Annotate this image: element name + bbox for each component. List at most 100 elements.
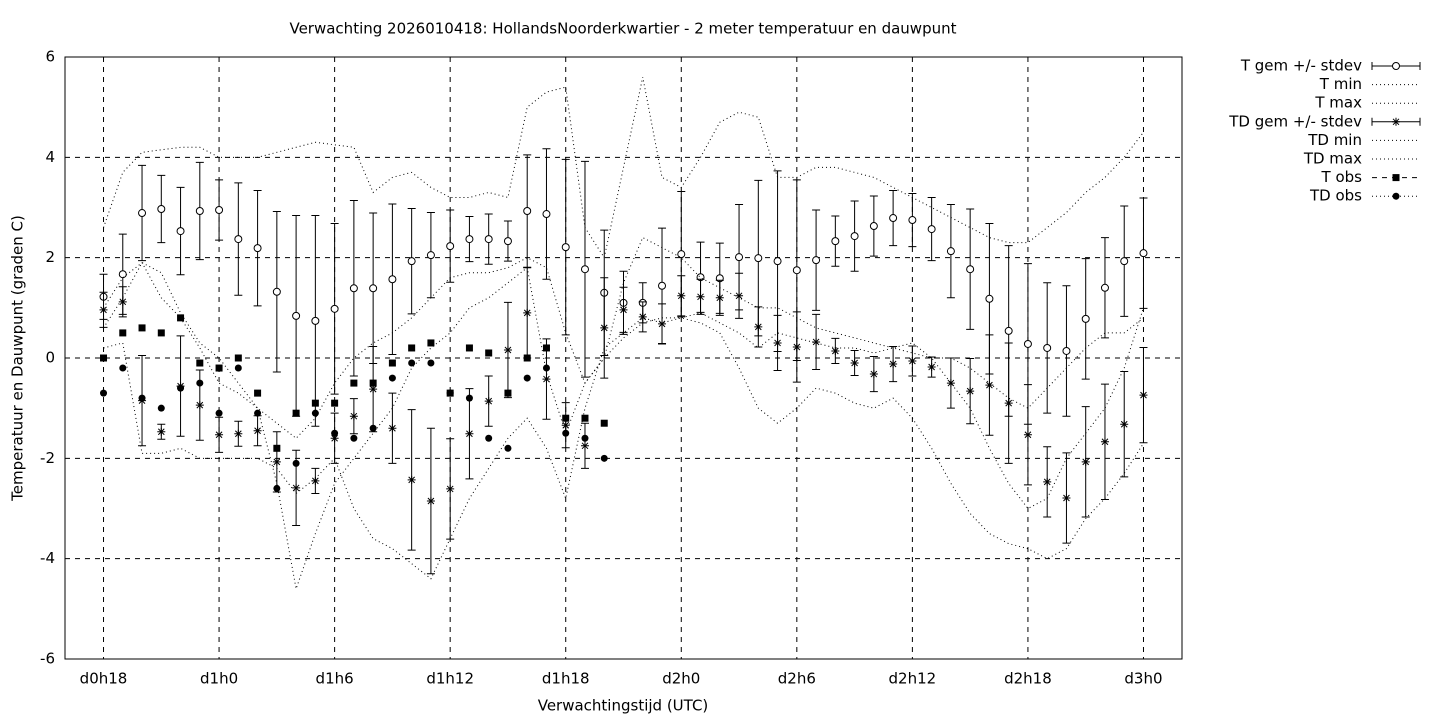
marker [773,338,782,347]
marker [157,205,166,214]
marker [427,339,435,347]
marker [273,444,281,452]
marker [99,305,108,314]
marker [503,345,512,354]
x-axis-label: Verwachtingstijd (UTC) [538,697,709,715]
marker [1120,257,1129,266]
marker [273,484,281,492]
legend-label: TD gem +/- stdev [1228,112,1362,130]
marker [523,207,532,216]
marker [118,297,127,306]
marker [465,235,474,244]
marker [658,281,667,290]
marker [1081,314,1090,323]
marker [292,483,301,492]
marker [1023,430,1032,439]
marker [889,214,898,223]
marker [542,375,551,384]
marker [754,322,763,331]
legend-swatch [1371,117,1421,126]
marker [369,379,377,387]
marker [542,364,550,372]
marker [1120,420,1129,429]
marker [523,374,531,382]
legend-label: T max [1314,94,1362,112]
marker [157,329,165,337]
marker [349,284,358,293]
marker [966,265,975,274]
legend-label: T min [1319,75,1362,93]
marker [561,421,570,430]
marker [985,294,994,303]
y-tick-label: 4 [45,148,55,166]
marker [1023,339,1032,348]
legend-marker [1392,62,1400,70]
marker [908,216,917,225]
marker [927,363,936,372]
marker [388,374,396,382]
y-tick-label: 0 [45,349,55,367]
marker [311,316,320,325]
marker [696,292,705,301]
marker [331,429,339,437]
marker [485,349,493,357]
marker [812,337,821,346]
legend-label: TD obs [1309,187,1362,205]
marker [100,354,108,362]
marker [735,291,744,300]
marker [677,291,686,300]
marker [253,426,262,435]
marker [330,434,339,443]
marker [157,427,166,436]
marker [946,379,955,388]
marker [485,434,493,442]
marker [985,381,994,390]
marker [446,484,455,493]
marker [523,354,531,362]
marker [254,409,262,417]
marker [292,459,300,467]
marker [465,344,473,352]
marker [426,251,435,260]
marker [869,222,878,231]
legend-label: TD min [1307,131,1362,149]
marker [138,394,146,402]
x-tick-label: d2h18 [1004,670,1052,688]
marker [580,441,589,450]
marker [234,235,243,244]
marker [831,237,840,246]
marker [350,379,358,387]
marker [1043,477,1052,486]
legend-swatch [1371,62,1421,70]
marker [254,389,262,397]
x-tick-label: d1h18 [542,670,590,688]
legend-label: TD max [1303,150,1362,168]
series-line [103,317,1144,580]
marker [426,496,435,505]
marker [234,429,243,438]
marker [311,409,319,417]
marker [407,475,416,484]
marker [195,401,204,410]
marker [792,266,801,275]
marker [812,256,821,265]
marker [850,232,859,241]
marker [408,344,416,352]
marker [388,275,397,284]
marker [465,394,473,402]
marker [600,419,608,427]
marker [562,414,570,422]
marker [292,311,301,320]
marker [119,329,127,337]
marker [118,270,127,279]
marker [580,265,589,274]
x-tick-label: d1h12 [426,670,474,688]
marker [407,257,416,266]
marker [119,364,127,372]
plot-frame [64,56,1183,660]
marker [408,359,416,367]
marker [1004,326,1013,335]
marker [523,308,532,317]
marker [157,404,165,412]
